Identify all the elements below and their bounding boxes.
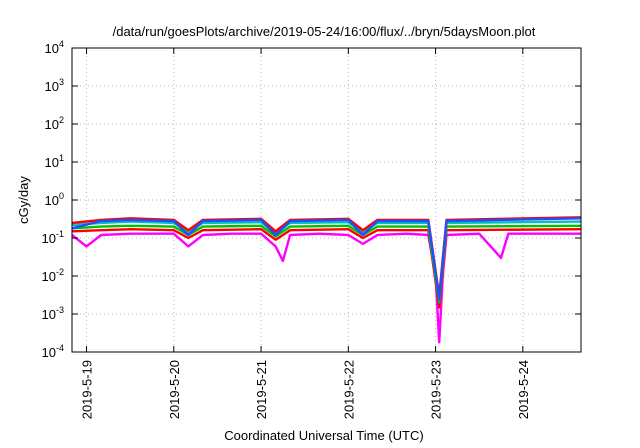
chart-title: /data/run/goesPlots/archive/2019-05-24/1…	[113, 24, 536, 39]
x-tick-label: 2019-5-20	[167, 360, 182, 419]
x-tick-label: 2019-5-24	[516, 360, 531, 419]
y-tick-mantissa: 10	[42, 345, 56, 360]
y-tick-mantissa: 10	[45, 79, 59, 94]
y-tick-exponent: -3	[56, 305, 64, 315]
y-tick-exponent: 1	[59, 153, 64, 163]
series-group	[71, 216, 582, 344]
y-tick-label: 10-1	[42, 229, 64, 246]
y-tick-mantissa: 10	[45, 117, 59, 132]
x-tick-label: 2019-5-23	[429, 360, 444, 419]
y-tick-mantissa: 10	[42, 269, 56, 284]
y-tick-exponent: 0	[59, 191, 64, 201]
y-tick-exponent: 3	[59, 77, 64, 87]
series-line	[71, 232, 581, 344]
x-axis: 2019-5-19 2019-5-20 2019-5-21 2019-5-22 2019…	[80, 48, 531, 419]
y-tick-label: 101	[45, 153, 64, 170]
y-tick-label: 10-2	[42, 267, 64, 284]
y-tick-label: 104	[45, 39, 64, 56]
x-tick-label: 2019-5-21	[254, 360, 269, 419]
x-tick-label: 2019-5-19	[80, 360, 95, 419]
y-tick-mantissa: 10	[45, 155, 59, 170]
y-tick-exponent: -4	[56, 343, 64, 353]
y-tick-mantissa: 10	[45, 41, 59, 56]
y-tick-label: 10-3	[42, 305, 64, 322]
y-tick-exponent: 2	[59, 115, 64, 125]
y-axis-label: cGy/day	[16, 176, 31, 224]
x-tick-label: 2019-5-22	[341, 360, 356, 419]
y-tick-mantissa: 10	[42, 307, 56, 322]
y-tick-exponent: 4	[59, 39, 64, 49]
x-axis-label: Coordinated Universal Time (UTC)	[224, 428, 423, 443]
y-tick-label: 100	[45, 191, 64, 208]
y-tick-mantissa: 10	[45, 193, 59, 208]
y-tick-label: 103	[45, 77, 64, 94]
series-line	[71, 217, 582, 301]
y-tick-label: 102	[45, 115, 64, 132]
y-tick-label: 10-4	[42, 343, 64, 360]
y-tick-mantissa: 10	[42, 231, 56, 246]
series-line	[71, 224, 582, 304]
y-tick-exponent: -1	[56, 229, 64, 239]
series-line	[71, 227, 582, 309]
grid-lines	[72, 47, 581, 353]
y-tick-exponent: -2	[56, 267, 64, 277]
